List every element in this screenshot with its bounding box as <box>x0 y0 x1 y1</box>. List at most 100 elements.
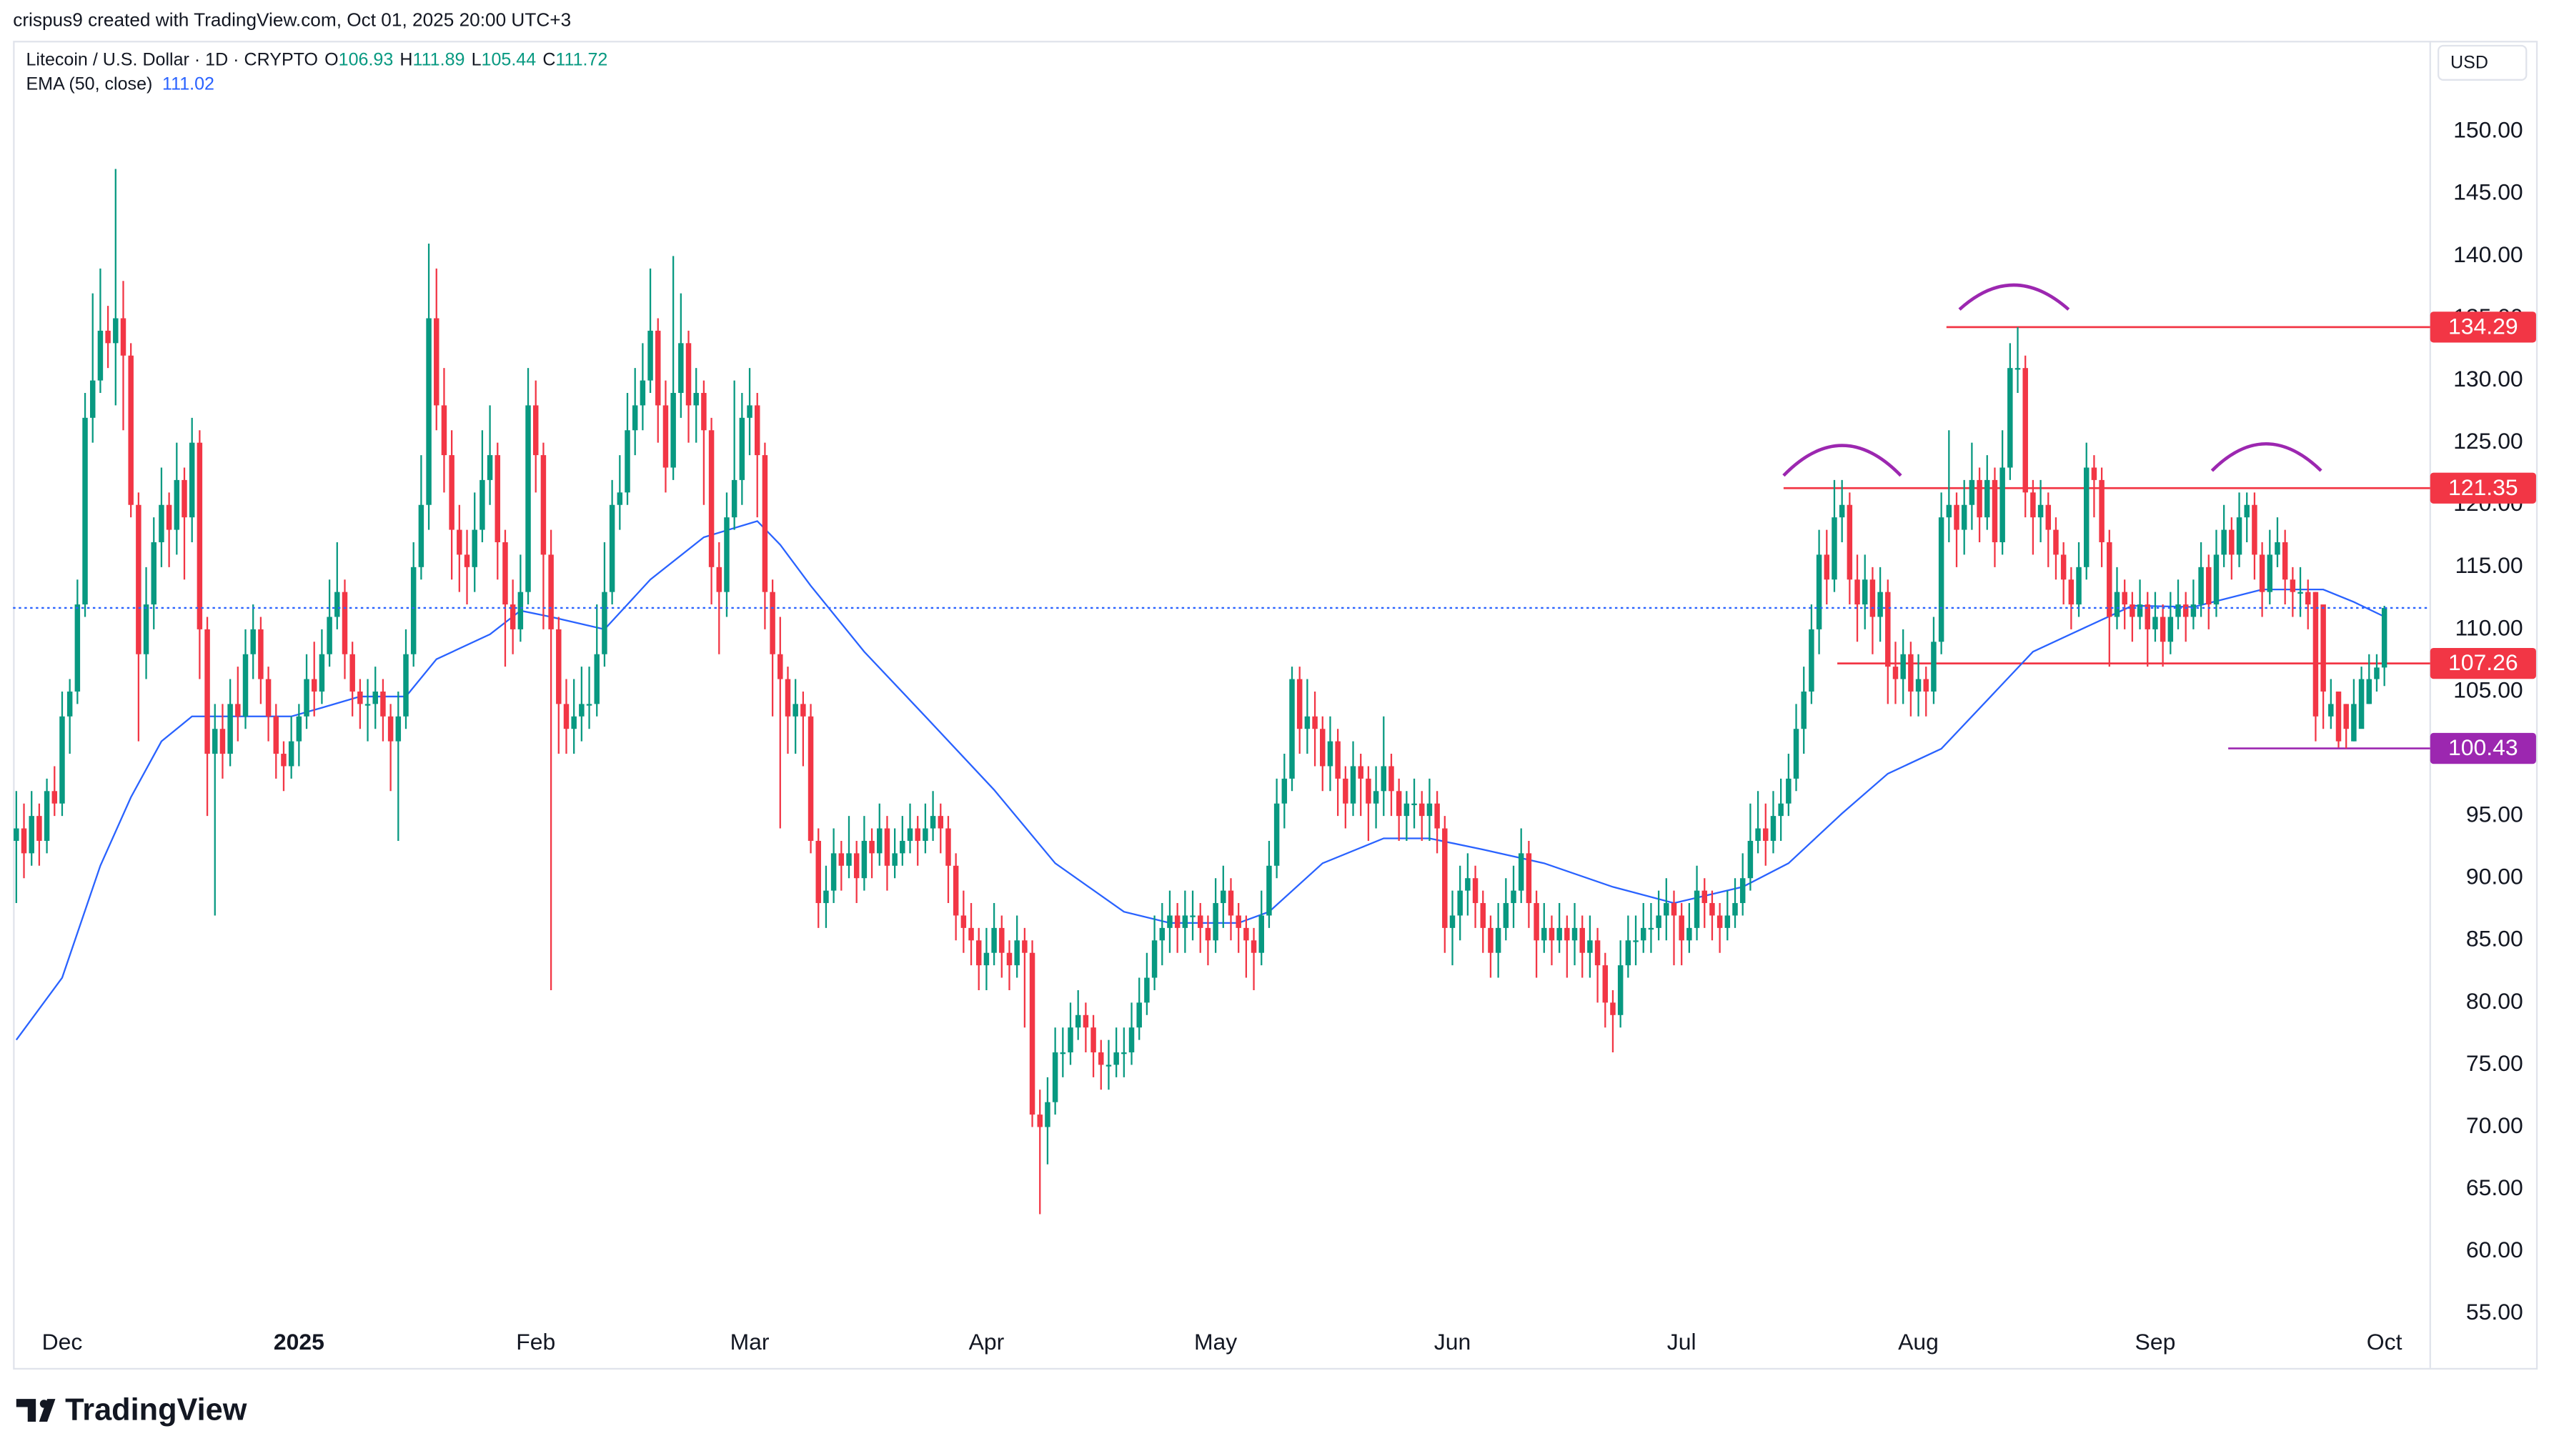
candle-body <box>716 567 722 592</box>
candle-body <box>1885 592 1891 667</box>
candle-body <box>51 791 58 804</box>
candle-body <box>227 704 233 754</box>
candle-body <box>2312 592 2319 717</box>
candle-body <box>999 927 1005 953</box>
candle-body <box>487 455 493 480</box>
candle-body <box>143 604 149 654</box>
candle-body <box>853 853 860 879</box>
candle-body <box>1686 927 1692 941</box>
ohlc-label: H <box>399 49 412 69</box>
candle-body <box>510 604 516 629</box>
y-tick-label: 145.00 <box>2453 179 2523 205</box>
candle-body <box>632 405 638 431</box>
candle-body <box>1373 791 1379 804</box>
candle-body <box>571 716 577 729</box>
candle-body <box>2229 529 2235 555</box>
candle-body <box>1327 741 1333 767</box>
candle-body <box>1984 479 1990 518</box>
candle-body <box>991 927 997 953</box>
candle-body <box>1915 679 1922 692</box>
candle-body <box>151 542 156 605</box>
x-tick-label: Apr <box>969 1329 1005 1355</box>
candle-body <box>2351 704 2357 742</box>
candle-body <box>1656 915 1661 928</box>
candle-body <box>777 654 783 679</box>
candle-body <box>1579 927 1585 953</box>
candle-body <box>1664 903 1669 916</box>
candle-body <box>1763 828 1769 841</box>
candle-body <box>1105 1064 1112 1067</box>
candle-body <box>2358 679 2365 729</box>
candle-body <box>1694 890 1700 928</box>
candle-body <box>59 716 65 804</box>
candle-body <box>342 592 348 654</box>
candle-body <box>1068 1027 1073 1053</box>
candle-body <box>838 853 845 866</box>
candle-body <box>540 455 547 555</box>
candle-body <box>2107 542 2112 617</box>
ohlc-value: 106.93 <box>339 49 394 69</box>
candle-body <box>296 716 302 742</box>
y-tick-label: 105.00 <box>2453 677 2523 702</box>
candle-body <box>2045 504 2052 530</box>
candle-body <box>2282 542 2288 580</box>
candle-body <box>1052 1052 1058 1102</box>
candle-body <box>1969 479 1975 505</box>
y-tick-label: 130.00 <box>2453 366 2523 392</box>
candle-body <box>975 940 982 966</box>
candle-body <box>532 405 539 456</box>
candle-body <box>1946 504 1952 518</box>
candle-body <box>1167 915 1173 928</box>
candle-body <box>670 392 676 468</box>
candle-body <box>1679 915 1684 941</box>
right-shoulder-arc <box>2210 442 2322 472</box>
candle-body <box>2114 592 2120 617</box>
candle-body <box>548 554 554 629</box>
candle-body <box>502 542 508 605</box>
candle-body <box>1022 940 1028 953</box>
candle-body <box>21 828 27 854</box>
candle-body <box>2060 554 2067 580</box>
candle-body <box>1090 1027 1096 1053</box>
candle-body <box>1518 853 1524 891</box>
level-price-box <box>2430 732 2536 764</box>
candle-body <box>1793 729 1799 779</box>
candle-body <box>785 679 791 717</box>
candle-body <box>204 629 210 754</box>
candle-body <box>1144 977 1150 1003</box>
candle-body <box>1724 915 1731 928</box>
candle-body <box>1358 766 1363 779</box>
candle-body <box>136 504 141 654</box>
candle-body <box>1381 766 1387 792</box>
candle-body <box>2259 554 2265 592</box>
candle-body <box>1816 554 1822 629</box>
candle-body <box>212 729 218 754</box>
candle-body <box>815 840 821 904</box>
level-price-label: 121.35 <box>2448 474 2518 500</box>
candle-body <box>1083 1014 1089 1028</box>
candle-body <box>2122 592 2127 605</box>
x-tick-label: Dec <box>42 1329 83 1355</box>
candle-body <box>36 816 42 841</box>
x-tick-label: Mar <box>730 1329 770 1355</box>
candle-body <box>1549 927 1555 941</box>
level-price-label: 107.26 <box>2448 649 2518 675</box>
candle-body <box>2182 604 2189 617</box>
currency-box[interactable] <box>2438 44 2528 81</box>
candle-body <box>655 330 661 406</box>
candle-body <box>2030 492 2036 518</box>
candle-body <box>800 704 806 717</box>
candle-body <box>2221 529 2227 555</box>
candle-body <box>2206 567 2212 605</box>
currency[interactable]: USD <box>2450 53 2488 73</box>
y-tick-label: 150.00 <box>2453 117 2523 143</box>
candle-body <box>2374 667 2380 679</box>
candle-body <box>1534 903 1539 941</box>
candle-body <box>731 479 737 518</box>
candle-body <box>2267 554 2273 592</box>
candle-body <box>1992 479 1998 542</box>
candle-body <box>89 380 96 418</box>
candle-body <box>1832 517 1837 580</box>
candle-body <box>1977 479 1982 518</box>
